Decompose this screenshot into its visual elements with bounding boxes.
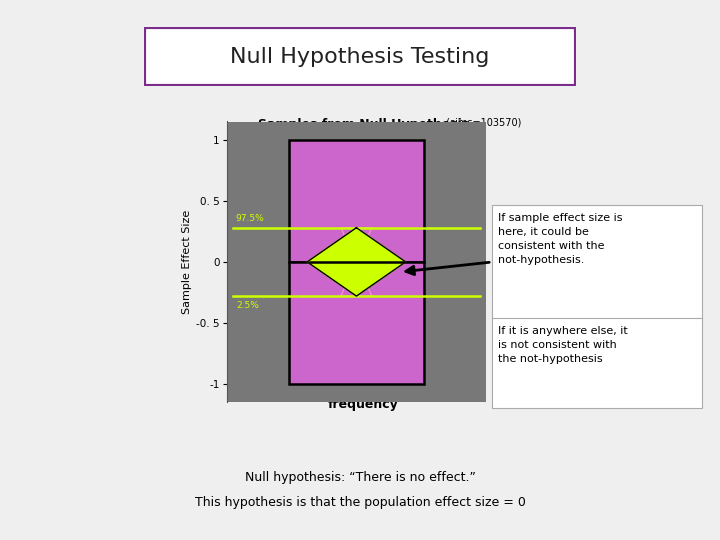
Bar: [289, 140, 424, 262]
Text: Null hypothesis: “There is no effect.”: Null hypothesis: “There is no effect.”: [245, 471, 475, 484]
Text: Samples from Null Hypothesis: Samples from Null Hypothesis: [258, 118, 469, 131]
Bar: [289, 262, 424, 384]
FancyBboxPatch shape: [492, 205, 702, 320]
Text: Null Hypothesis Testing: Null Hypothesis Testing: [230, 46, 490, 67]
Text: This hypothesis is that the population effect size = 0: This hypothesis is that the population e…: [194, 496, 526, 509]
Text: 97.5%: 97.5%: [236, 214, 265, 223]
FancyBboxPatch shape: [492, 318, 702, 408]
Text: If it is anywhere else, it
is not consistent with
the not-hypothesis: If it is anywhere else, it is not consis…: [498, 326, 628, 364]
FancyBboxPatch shape: [144, 27, 576, 86]
Text: frequency: frequency: [328, 398, 399, 411]
Polygon shape: [307, 228, 405, 296]
Text: (sims=103570): (sims=103570): [443, 118, 521, 128]
Y-axis label: Sample Effect Size: Sample Effect Size: [182, 210, 192, 314]
Text: 2.5%: 2.5%: [236, 301, 258, 310]
Text: If sample effect size is
here, it could be
consistent with the
not-hypothesis.: If sample effect size is here, it could …: [498, 213, 623, 265]
